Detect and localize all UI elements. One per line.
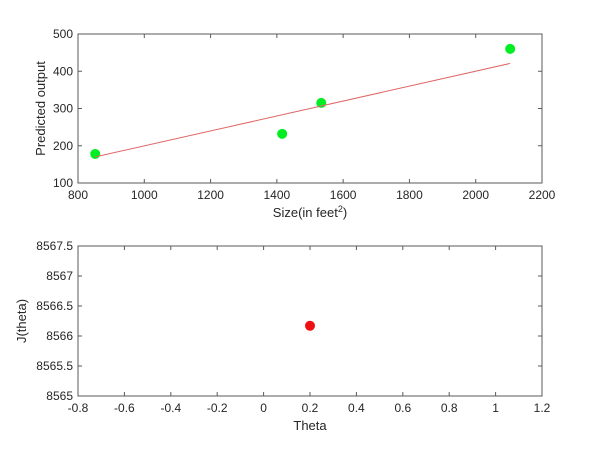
x-tick-label: 2000 (462, 188, 489, 202)
y-axis-label: J(theta) (14, 299, 29, 343)
x-tick-label: 0.8 (441, 401, 458, 415)
y-tick-label: 500 (53, 27, 73, 41)
x-tick-label: 2200 (529, 188, 556, 202)
y-tick-label: 8566 (46, 329, 73, 343)
x-tick-label: 1200 (197, 188, 224, 202)
y-tick-label: 8565.5 (36, 359, 73, 373)
x-tick-label: 0.2 (302, 401, 319, 415)
x-tick-label: 1000 (131, 188, 158, 202)
top-plot-size-vs-output: 800 1000 1200 1400 1600 1800 2000 2200 100 200 300… (33, 27, 556, 220)
y-axis-label: Predicted output (33, 61, 48, 156)
x-tick-label: -0.4 (160, 401, 181, 415)
y-tick-label: 8567 (46, 269, 73, 283)
y-tick-label: 300 (53, 102, 73, 116)
x-tick-label: 0 (260, 401, 267, 415)
data-point (505, 43, 516, 54)
data-point (277, 128, 288, 139)
x-axis-label: Size(in feet2) (273, 204, 347, 220)
y-tick-label: 400 (53, 64, 73, 78)
x-tick-label: 0.4 (348, 401, 365, 415)
bottom-plot-cost-vs-theta: -0.8 -0.6 -0.4 -0.2 0 0.2 0.4 0.6 0.8 1 1.2 8565 856… (14, 239, 551, 433)
x-tick-label: -0.2 (207, 401, 228, 415)
y-tick-label: 8566.5 (36, 299, 73, 313)
y-tick-label: 8565 (46, 389, 73, 403)
x-tick-label: 1800 (396, 188, 423, 202)
data-point (90, 148, 101, 159)
x-tick-label: -0.8 (68, 401, 89, 415)
y-tick-label: 8567.5 (36, 239, 73, 253)
y-tick-label: 100 (53, 176, 73, 190)
x-tick-label: 1600 (330, 188, 357, 202)
x-tick-label: 1400 (264, 188, 291, 202)
x-tick-label: 800 (68, 188, 88, 202)
y-tick-label: 200 (53, 139, 73, 153)
fit-line (95, 62, 511, 158)
x-axis-label: Theta (293, 418, 327, 433)
x-tick-label: 0.6 (394, 401, 411, 415)
x-tick-label: 1 (492, 401, 499, 415)
x-tick-label: -0.6 (114, 401, 135, 415)
data-point (305, 320, 315, 331)
x-tick-label: 1.2 (534, 401, 551, 415)
